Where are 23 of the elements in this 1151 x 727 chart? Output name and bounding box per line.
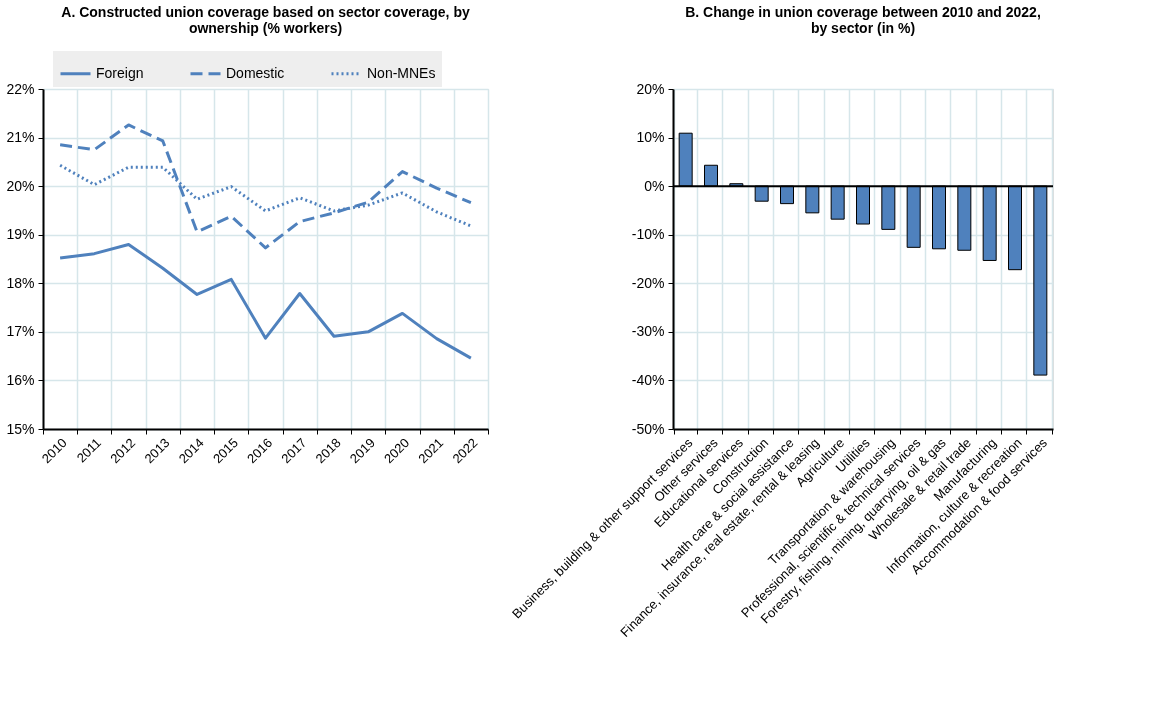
- y-tick-label: 20%: [6, 177, 35, 194]
- y-tick-label: -50%: [631, 420, 665, 437]
- y-tick-label: 19%: [6, 226, 35, 243]
- y-tick-label: 20%: [636, 80, 665, 97]
- y-tick-label: 17%: [6, 323, 35, 340]
- y-tick-label: 0%: [644, 177, 665, 194]
- legend-label: Non-MNEs: [367, 64, 436, 81]
- y-tick-label: 16%: [6, 371, 35, 388]
- y-tick-label: -10%: [631, 226, 665, 243]
- chart-title: B. Change in union coverage between 2010 and 2022, by sector (in %): [685, 4, 1041, 36]
- chart-title: A. Constructed union coverage based on sector coverage, by ownership (% workers): [61, 4, 470, 36]
- y-tick-label: -20%: [631, 274, 665, 291]
- y-tick-label: 10%: [636, 129, 665, 146]
- line-series: [58, 123, 473, 250]
- y-tick-label: 18%: [6, 274, 35, 291]
- legend-label: Domestic: [226, 64, 285, 81]
- y-tick-label: 22%: [6, 80, 35, 97]
- y-tick-label: 21%: [6, 129, 35, 146]
- legend-label: Foreign: [96, 64, 144, 81]
- y-tick-label: -40%: [631, 371, 665, 388]
- y-tick-label: 15%: [6, 420, 35, 437]
- y-tick-label: -30%: [631, 323, 665, 340]
- line-series: [58, 242, 473, 360]
